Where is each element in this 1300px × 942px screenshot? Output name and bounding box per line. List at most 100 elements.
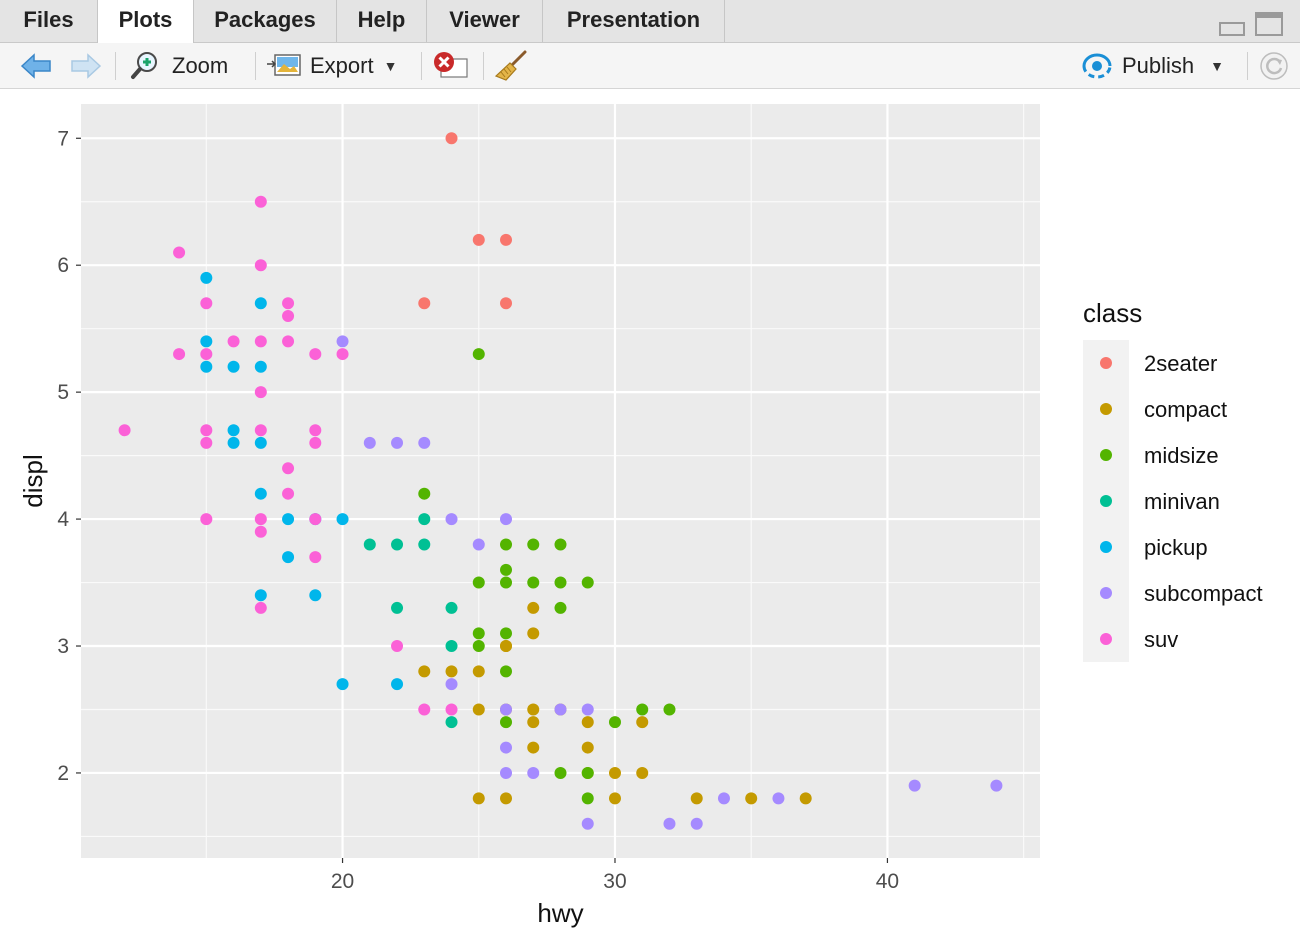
data-point-midsize — [500, 576, 513, 589]
data-point-suv — [282, 309, 295, 322]
clear-all-plots-button[interactable] — [494, 43, 528, 88]
data-point-subcompact — [908, 779, 921, 792]
data-point-subcompact — [445, 678, 458, 691]
data-point-midsize — [472, 640, 485, 653]
zoom-label: Zoom — [172, 52, 229, 78]
data-point-midsize — [554, 576, 567, 589]
minimize-pane-icon[interactable] — [1219, 22, 1245, 36]
data-point-pickup — [336, 513, 349, 526]
data-point-subcompact — [336, 335, 349, 348]
tab-presentation[interactable]: Presentation — [543, 0, 725, 42]
data-point-compact — [527, 741, 540, 754]
publish-icon — [1082, 53, 1112, 78]
y-tick-label: 2 — [57, 762, 69, 785]
data-point-compact — [608, 792, 621, 805]
data-point-subcompact — [472, 538, 485, 551]
data-point-suv — [309, 348, 322, 361]
tab-packages[interactable]: Packages — [194, 0, 337, 42]
tab-files[interactable]: Files — [0, 0, 98, 42]
data-point-pickup — [309, 589, 322, 602]
data-point-compact — [581, 741, 594, 754]
data-point-minivan — [445, 601, 458, 614]
data-point-compact — [445, 665, 458, 678]
tab-viewer[interactable]: Viewer — [427, 0, 543, 42]
data-point-midsize — [554, 538, 567, 551]
data-point-midsize — [581, 576, 594, 589]
chevron-down-icon: ▼ — [383, 57, 398, 74]
data-point-pickup — [254, 297, 267, 310]
data-point-suv — [282, 335, 295, 348]
back-button[interactable] — [20, 43, 52, 88]
broom-icon — [494, 50, 527, 81]
data-point-compact — [799, 792, 812, 805]
data-point-compact — [636, 766, 649, 779]
data-point-suv — [309, 551, 322, 564]
data-point-midsize — [608, 716, 621, 729]
data-point-subcompact — [581, 703, 594, 716]
data-point-minivan — [445, 716, 458, 729]
data-point-midsize — [636, 703, 649, 716]
data-point-pickup — [227, 424, 240, 437]
data-point-midsize — [500, 563, 513, 576]
y-tick-label: 7 — [57, 127, 69, 150]
publish-button[interactable]: Publish ▼ — [1080, 43, 1224, 88]
data-point-midsize — [500, 665, 513, 678]
chevron-down-icon: ▼ — [1210, 57, 1225, 74]
data-point-midsize — [527, 576, 540, 589]
arrow-right-icon — [71, 52, 102, 79]
legend-key-suv — [1100, 633, 1112, 645]
data-point-2seater — [472, 233, 485, 246]
data-point-compact — [690, 792, 703, 805]
maximize-pane-icon[interactable] — [1255, 12, 1283, 36]
data-point-compact — [418, 665, 431, 678]
tab-help[interactable]: Help — [337, 0, 427, 42]
toolbar-separator — [255, 52, 256, 80]
data-point-subcompact — [500, 741, 513, 754]
data-point-subcompact — [363, 436, 376, 449]
data-point-2seater — [445, 132, 458, 145]
pane-tab-bar: Files Plots Packages Help Viewer Present… — [0, 0, 1300, 43]
data-point-minivan — [418, 513, 431, 526]
remove-plot-button[interactable] — [432, 43, 470, 88]
data-point-subcompact — [663, 817, 676, 830]
legend-key-subcompact — [1100, 587, 1112, 599]
legend-key-minivan — [1100, 495, 1112, 507]
x-tick-label: 20 — [331, 870, 354, 893]
legend-title: class — [1083, 298, 1142, 328]
refresh-icon — [1260, 51, 1288, 80]
data-point-midsize — [418, 487, 431, 500]
data-point-suv — [254, 259, 267, 272]
legend-label: pickup — [1144, 535, 1208, 560]
data-point-pickup — [391, 678, 404, 691]
data-point-suv — [227, 335, 240, 348]
data-point-compact — [472, 792, 485, 805]
refresh-button[interactable] — [1259, 43, 1289, 88]
legend-label: suv — [1144, 627, 1178, 652]
tab-plots[interactable]: Plots — [97, 0, 194, 43]
legend-label: 2seater — [1144, 351, 1217, 376]
data-point-pickup — [254, 436, 267, 449]
export-image-icon — [267, 53, 301, 76]
data-point-suv — [309, 513, 322, 526]
data-point-pickup — [200, 335, 213, 348]
data-point-suv — [118, 424, 131, 437]
data-point-subcompact — [391, 436, 404, 449]
data-point-suv — [445, 703, 458, 716]
data-point-subcompact — [990, 779, 1003, 792]
zoom-button[interactable]: Zoom — [130, 43, 228, 88]
data-point-suv — [418, 703, 431, 716]
export-button[interactable]: Export ▼ — [266, 43, 397, 88]
data-point-suv — [254, 525, 267, 538]
data-point-2seater — [500, 297, 513, 310]
y-axis-title: displ — [18, 454, 48, 507]
toolbar-separator — [1247, 52, 1248, 80]
forward-button[interactable] — [70, 43, 102, 88]
data-point-suv — [254, 424, 267, 437]
x-axis-title: hwy — [537, 898, 583, 928]
toolbar-separator — [421, 52, 422, 80]
data-point-pickup — [227, 436, 240, 449]
data-point-subcompact — [445, 513, 458, 526]
data-point-suv — [254, 335, 267, 348]
data-point-compact — [527, 716, 540, 729]
arrow-left-icon — [20, 52, 51, 79]
